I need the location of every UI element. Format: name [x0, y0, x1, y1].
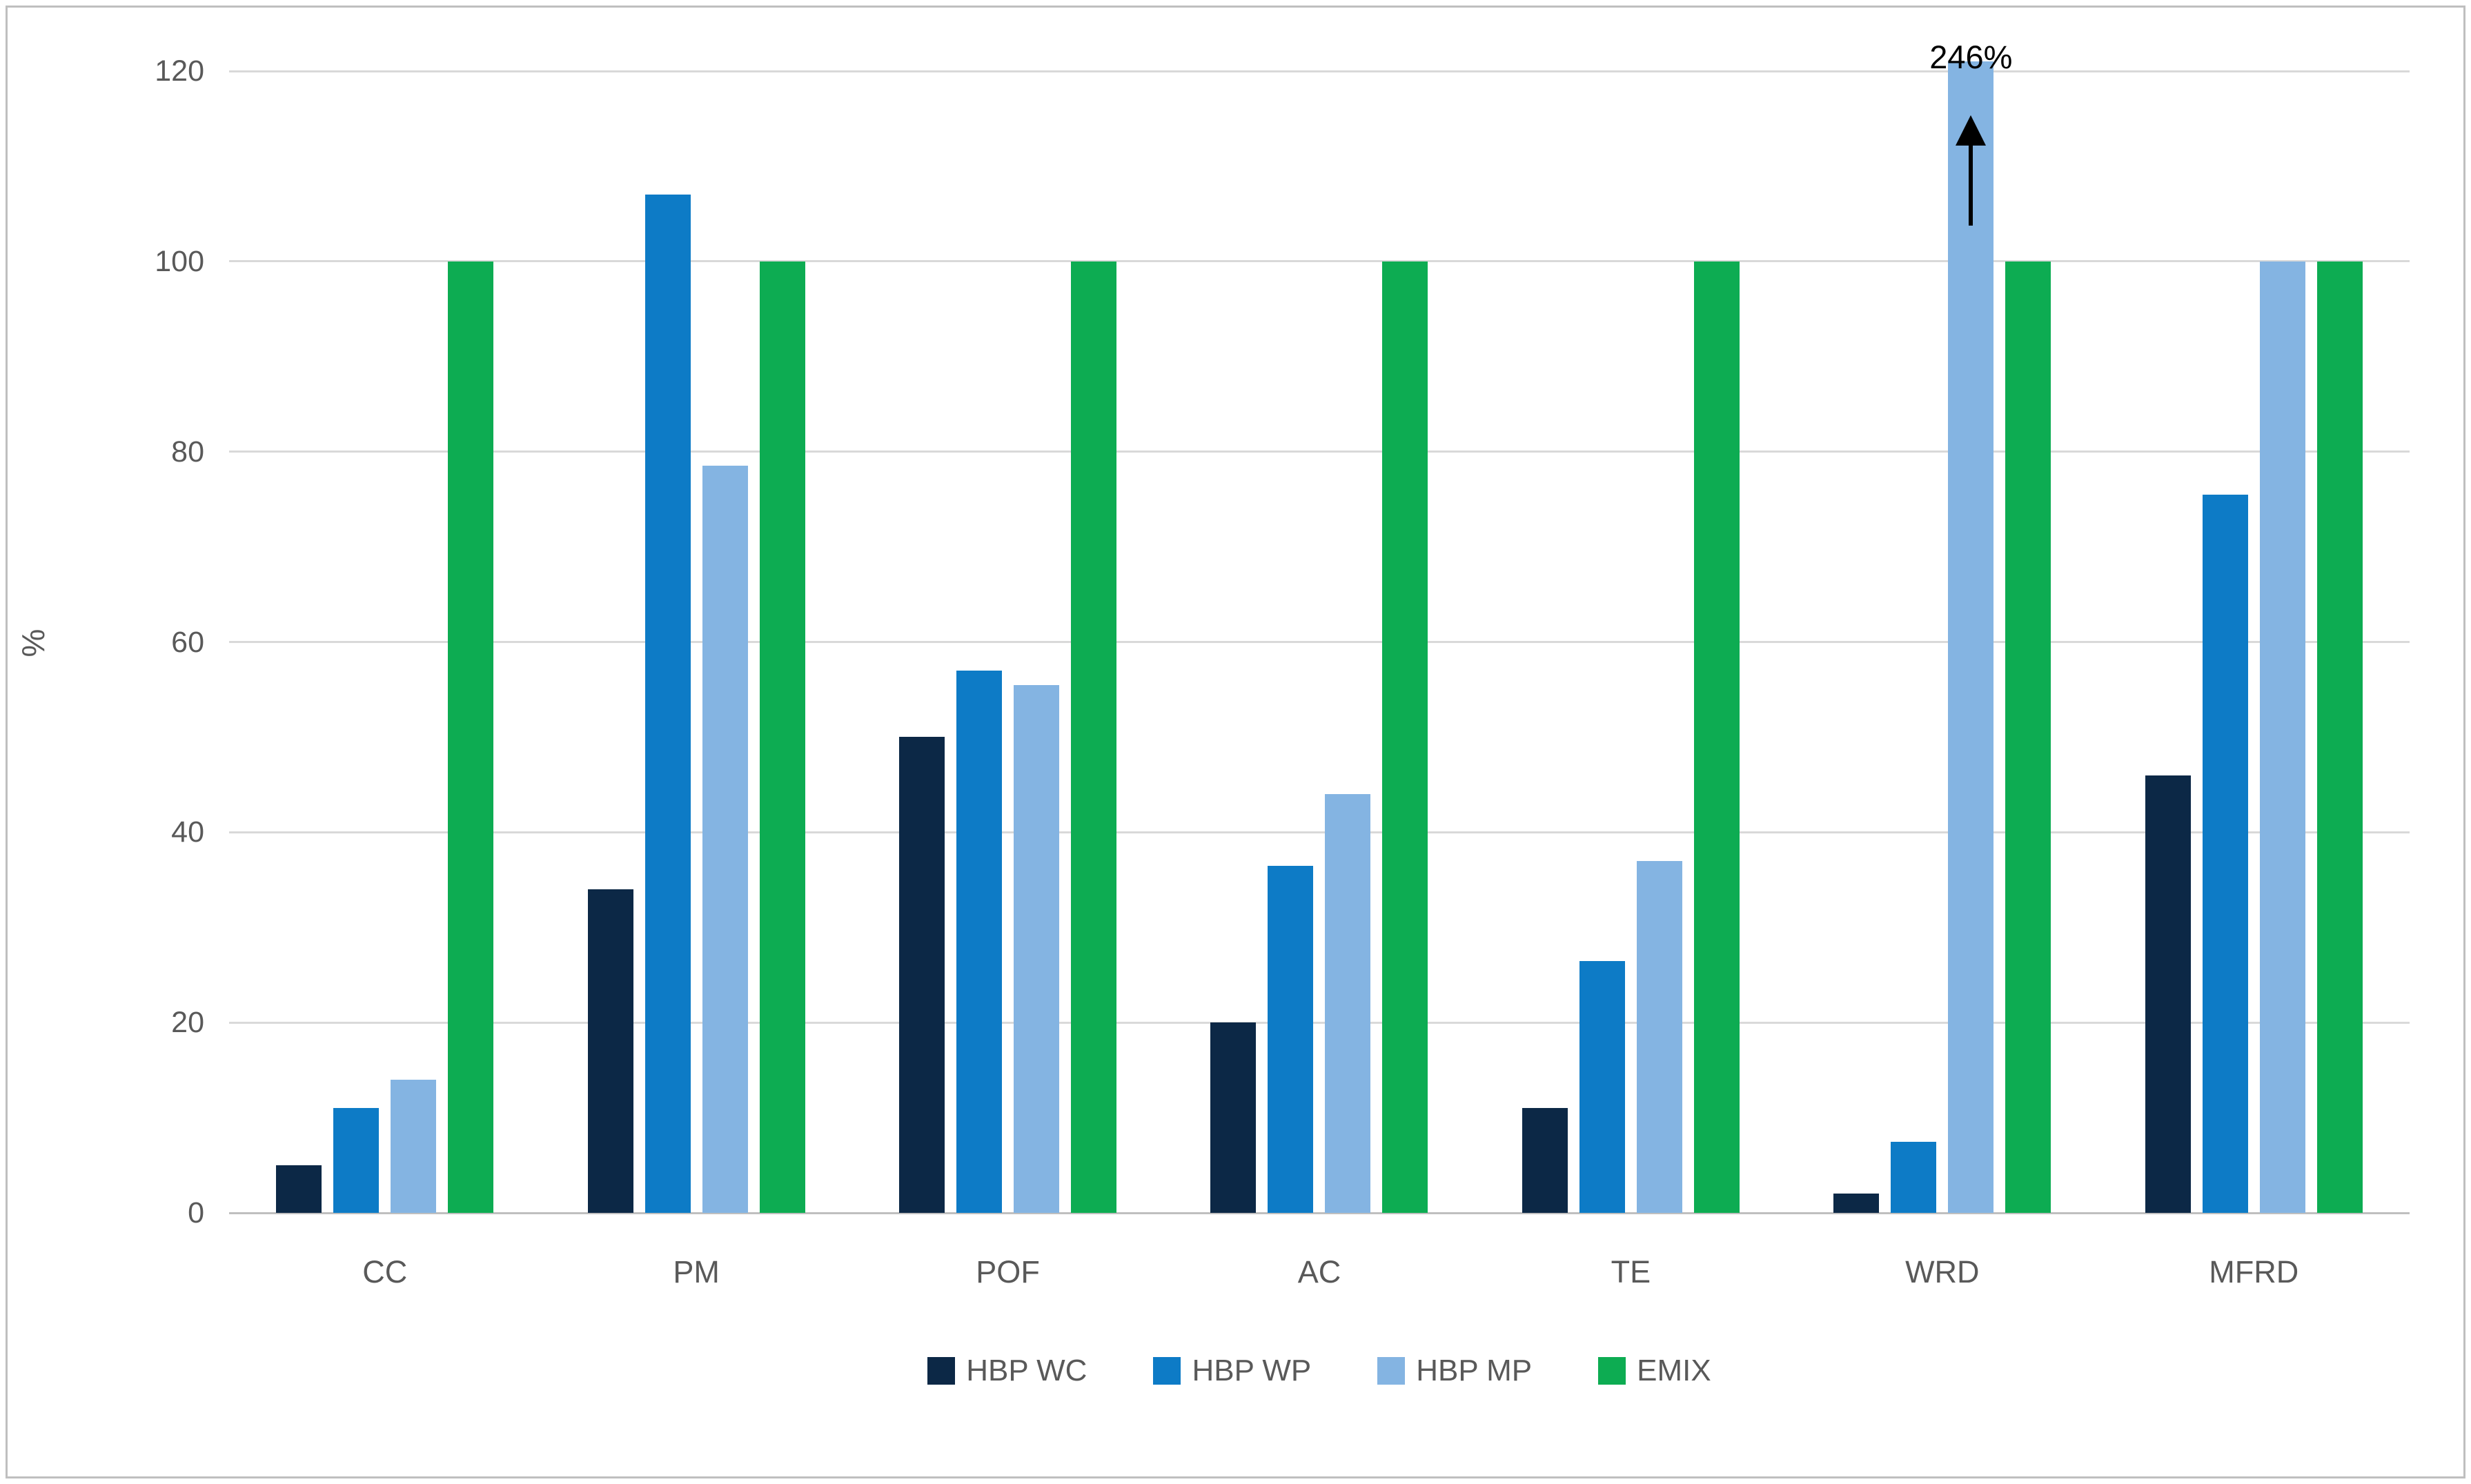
x-category-label-wrd: WRD — [1905, 1254, 1980, 1289]
legend-item-emix: EMIX — [1598, 1354, 1711, 1388]
y-tick-label-40: 40 — [171, 815, 204, 849]
bar-hbp-wc-pof — [899, 737, 945, 1213]
bar-emix-cc — [448, 261, 494, 1213]
bar-emix-pm — [759, 261, 805, 1213]
y-tick-label-0: 0 — [188, 1196, 204, 1229]
gridline-40 — [229, 831, 2410, 833]
plot-area: 246% — [229, 39, 2410, 1214]
bar-hbp-wc-mfrd — [2145, 775, 2191, 1213]
legend-item-hbp-mp: HBP MP — [1377, 1354, 1532, 1388]
bar-emix-mfrd — [2316, 261, 2363, 1213]
legend-swatch-hbp-wc — [927, 1357, 956, 1385]
bar-hbp-mp-pm — [702, 466, 748, 1213]
up-arrow-shaft — [1969, 143, 1973, 226]
y-tick-label-120: 120 — [155, 55, 204, 88]
bar-hbp-wp-pof — [956, 670, 1003, 1213]
y-axis-tick-labels: 0 20 40 60 80 100 120 — [0, 55, 204, 1229]
legend-label-emix: EMIX — [1637, 1354, 1711, 1387]
bar-hbp-mp-mfrd — [2259, 261, 2305, 1213]
chart-border — [6, 6, 2465, 1478]
gridline-120 — [229, 70, 2410, 72]
bar-emix-wrd — [2005, 261, 2051, 1213]
bar-group-ac — [1163, 71, 1475, 1213]
legend-label-hbp-wp: HBP WP — [1192, 1354, 1312, 1387]
bar-hbp-mp-ac — [1325, 794, 1371, 1213]
bar-hbp-mp-te — [1636, 860, 1682, 1213]
y-tick-label-60: 60 — [171, 625, 204, 659]
bar-hbp-wc-te — [1522, 1108, 1568, 1213]
x-category-label-pof: POF — [976, 1254, 1040, 1289]
bar-hbp-wp-ac — [1268, 865, 1314, 1213]
gridline-100 — [229, 260, 2410, 263]
legend-label-hbp-wc: HBP WC — [966, 1354, 1087, 1387]
bar-hbp-mp-cc — [391, 1079, 437, 1213]
legend-label-hbp-mp: HBP MP — [1416, 1354, 1533, 1387]
bar-hbp-wp-pm — [644, 195, 691, 1213]
bar-hbp-wp-te — [1579, 960, 1625, 1213]
x-category-label-mfrd: MFRD — [2209, 1254, 2299, 1289]
bar-emix-ac — [1382, 261, 1428, 1213]
y-tick-label-100: 100 — [155, 244, 204, 278]
bar-hbp-wc-pm — [587, 889, 633, 1213]
bar-hbp-wp-mfrd — [2202, 494, 2248, 1213]
bar-hbp-mp-wrd: 246% — [1929, 39, 2012, 1213]
gridline-60 — [229, 641, 2410, 643]
legend: HBP WC HBP WP HBP MP EMIX — [229, 1354, 2410, 1388]
bar-hbp-wc-ac — [1210, 1022, 1257, 1213]
bar-hbp-wp-wrd — [1891, 1141, 1937, 1213]
bar-group-te — [1475, 71, 1786, 1213]
bar-group-pm — [540, 71, 851, 1213]
gridline-20 — [229, 1021, 2410, 1024]
legend-swatch-hbp-mp — [1377, 1357, 1406, 1385]
up-arrow-icon — [1956, 115, 1987, 146]
bar-hbp-wc-cc — [276, 1165, 322, 1213]
bar-hbp-mp-pof — [1014, 684, 1060, 1213]
legend-swatch-emix — [1598, 1357, 1626, 1385]
legend-item-hbp-wp: HBP WP — [1153, 1354, 1311, 1388]
bar-hbp-wc-wrd — [1833, 1194, 1880, 1213]
bar-groups: 246% — [229, 39, 2410, 1213]
x-category-label-te: TE — [1611, 1254, 1651, 1289]
bar-group-mfrd — [2098, 71, 2410, 1213]
bar-emix-te — [1693, 261, 1740, 1213]
bar-hbp-wp-cc — [333, 1108, 380, 1213]
x-category-label-pm: PM — [673, 1254, 720, 1289]
y-tick-label-20: 20 — [171, 1006, 204, 1040]
y-tick-label-80: 80 — [171, 435, 204, 468]
x-category-label-cc: CC — [362, 1254, 408, 1289]
x-axis-line — [229, 1211, 2410, 1214]
gridline-80 — [229, 451, 2410, 453]
x-axis-category-labels: CC PM POF AC TE WRD MFRD — [229, 1254, 2410, 1290]
legend-item-hbp-wc: HBP WC — [927, 1354, 1087, 1388]
legend-swatch-hbp-wp — [1153, 1357, 1181, 1385]
bar-emix-pof — [1071, 261, 1117, 1213]
overflow-value-label: 246% — [1929, 39, 2013, 75]
bar-group-pof — [852, 71, 1163, 1213]
x-category-label-ac: AC — [1297, 1254, 1341, 1289]
bar-group-wrd: 246% — [1786, 39, 2098, 1213]
bar-group-cc — [229, 71, 540, 1213]
